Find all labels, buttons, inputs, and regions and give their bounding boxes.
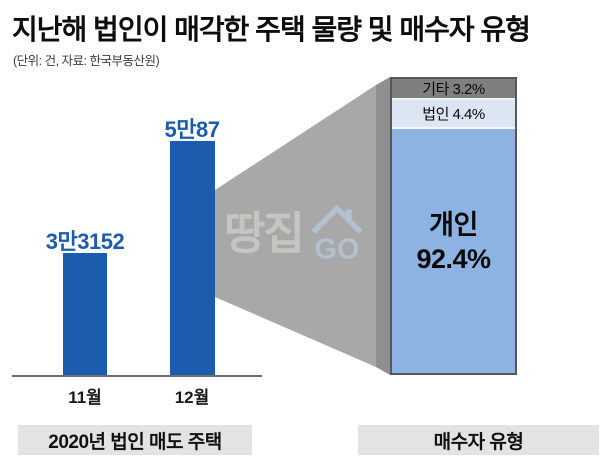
source-note: (단위: 건, 자료: 한국부동산원)	[13, 54, 160, 68]
caption-sold-chart: 2020년 법인 매도 주택	[18, 425, 252, 455]
page-title: 지난해 법인이 매각한 주택 물량 및 매수자 유형	[12, 14, 531, 45]
buyer-stacked-bar: 기타 3.2% 법인 4.4% 개인 92.4%	[390, 77, 517, 375]
segment-corporate: 법인 4.4%	[392, 100, 515, 129]
caption-buyer-chart: 매수자 유형	[358, 425, 599, 455]
segment-individual-pct: 92.4%	[416, 244, 491, 274]
bar-value-dec: 5만87	[164, 117, 220, 142]
x-axis-line	[12, 375, 262, 377]
funnel-body	[215, 85, 376, 367]
segment-etc: 기타 3.2%	[392, 79, 515, 100]
x-tick-nov: 11월	[68, 388, 102, 407]
segment-individual-name: 개인	[429, 210, 478, 241]
bar-nov	[63, 253, 107, 375]
funnel-side-shadow	[376, 77, 390, 375]
bar-value-nov: 3만3152	[45, 229, 125, 254]
x-tick-dec: 12월	[174, 388, 210, 407]
segment-individual: 개인 92.4%	[392, 129, 515, 373]
bar-dec	[170, 141, 215, 375]
